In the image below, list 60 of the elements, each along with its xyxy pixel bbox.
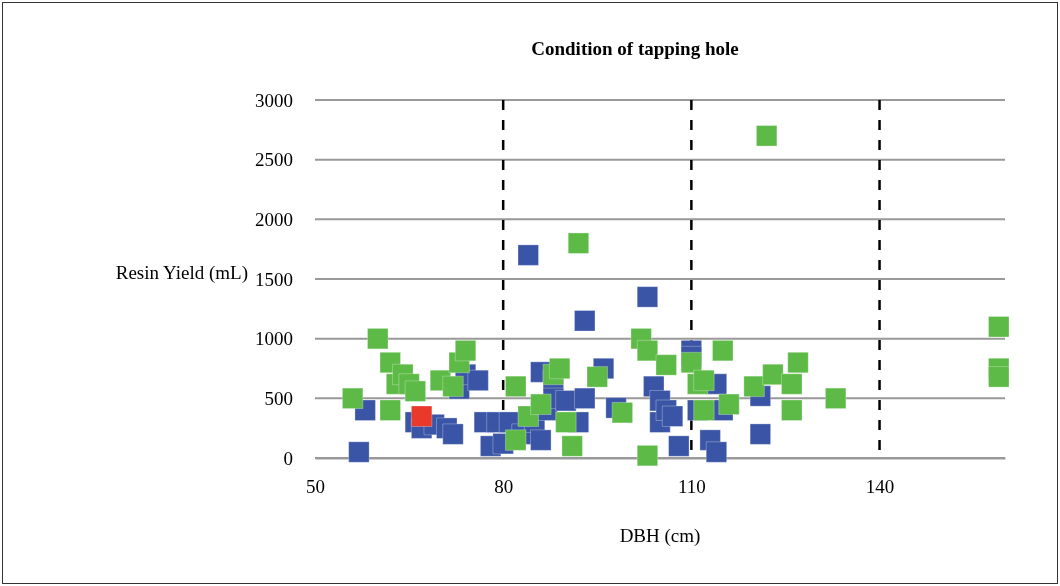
point	[781, 399, 803, 421]
point	[668, 435, 690, 457]
point	[442, 376, 464, 397]
point	[348, 441, 370, 463]
point	[555, 411, 577, 433]
y-tick-label: 1000	[255, 328, 293, 350]
point	[662, 405, 683, 427]
point	[693, 370, 715, 391]
point	[718, 393, 740, 415]
point	[756, 125, 778, 147]
point	[706, 441, 727, 463]
y-tick-label: 2000	[255, 208, 293, 230]
point	[549, 358, 571, 379]
point	[530, 393, 552, 415]
point	[555, 390, 577, 412]
y-axis-title: Resin Yield (mL)	[115, 262, 248, 284]
point	[561, 435, 583, 457]
point	[574, 387, 596, 409]
point	[505, 429, 527, 451]
point	[743, 376, 765, 397]
point	[787, 352, 809, 373]
point	[611, 402, 633, 424]
chart-title: Condition of tapping hole	[531, 38, 739, 59]
point	[455, 340, 476, 361]
point	[411, 405, 433, 427]
point	[693, 399, 715, 421]
point	[367, 328, 389, 350]
point	[988, 316, 1010, 338]
point	[467, 370, 489, 391]
point	[637, 286, 658, 308]
x-tick-label: 110	[677, 476, 706, 498]
y-tick-label: 2500	[255, 149, 293, 171]
point	[680, 352, 702, 373]
x-tick-label: 50	[306, 476, 325, 498]
x-tick-label: 140	[865, 476, 895, 498]
point	[574, 310, 596, 332]
point	[568, 232, 589, 254]
y-tick-label: 3000	[255, 89, 293, 111]
point	[749, 423, 771, 445]
x-axis-title: DBH (cm)	[619, 525, 701, 547]
x-tick-label: 80	[494, 476, 514, 498]
point	[442, 423, 464, 445]
point	[825, 387, 847, 409]
point	[712, 340, 734, 361]
point	[655, 354, 677, 376]
point	[379, 399, 401, 421]
point	[637, 445, 658, 467]
point	[517, 244, 539, 266]
point	[342, 387, 364, 409]
point	[505, 376, 527, 397]
y-tick-label: 0	[283, 447, 293, 469]
point	[988, 366, 1010, 388]
y-tick-label: 1500	[255, 268, 293, 290]
point	[637, 340, 658, 361]
y-tick-label: 500	[264, 387, 293, 409]
point	[781, 373, 803, 395]
point	[530, 429, 552, 451]
point	[586, 366, 608, 388]
point	[404, 380, 426, 402]
point	[762, 364, 784, 385]
